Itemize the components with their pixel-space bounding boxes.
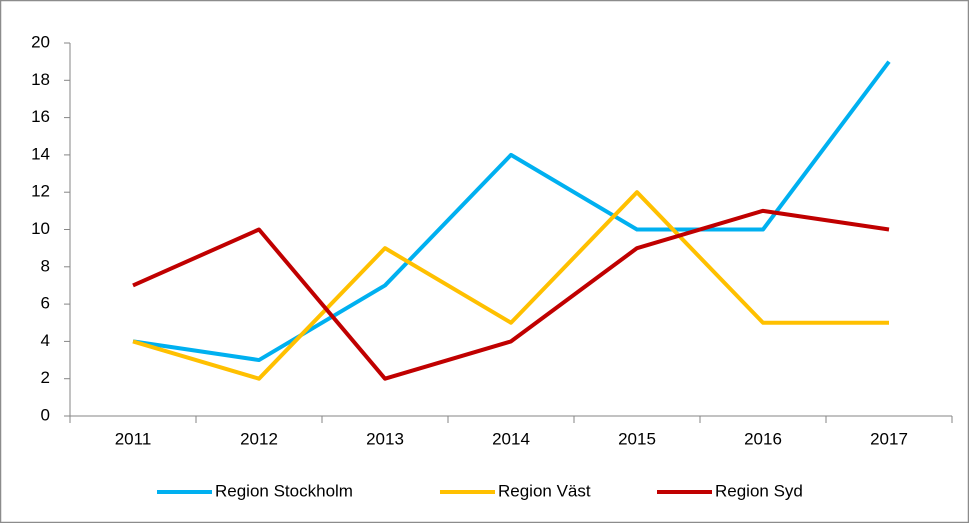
y-tick-label: 10: [31, 219, 50, 238]
x-tick-label: 2014: [492, 429, 530, 448]
x-tick-label: 2012: [240, 429, 278, 448]
series-line: [132, 208, 890, 381]
legend-label: Region Syd: [715, 481, 803, 500]
y-tick-label: 18: [31, 70, 50, 89]
x-tick-label: 2017: [870, 429, 908, 448]
x-tick-label: 2015: [618, 429, 656, 448]
series-line: [132, 190, 889, 381]
y-tick-label: 14: [31, 144, 50, 163]
series-line: [132, 60, 891, 363]
y-tick-label: 8: [41, 256, 50, 275]
y-tick-label: 6: [41, 294, 50, 313]
y-tick-label: 20: [31, 32, 50, 51]
legend-label: Region Väst: [498, 481, 591, 500]
x-tick-label: 2013: [366, 429, 404, 448]
y-tick-label: 16: [31, 107, 50, 126]
y-tick-label: 12: [31, 182, 50, 201]
legend-label: Region Stockholm: [215, 481, 353, 500]
y-tick-label: 4: [41, 331, 50, 350]
x-tick-label: 2016: [744, 429, 782, 448]
x-tick-label: 2011: [115, 429, 152, 448]
y-tick-label: 0: [41, 405, 50, 424]
y-tick-label: 2: [41, 368, 50, 387]
